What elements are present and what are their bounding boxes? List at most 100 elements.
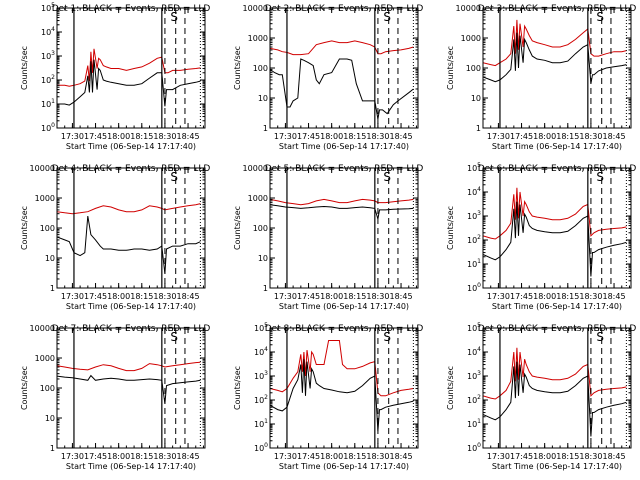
x-tick-label: 17:30 [274, 452, 297, 461]
series-line-2 [270, 204, 414, 220]
x-tick-label: 18:15 [556, 292, 579, 301]
series-line-1 [57, 48, 201, 87]
chart-panel-3: 1 10 100 1000 10000 17:30 17:45 18:00 18:15 18:30… [446, 4, 636, 151]
chart-panel-2: 1 10 100 1000 10000 17:30 17:45 18:00 18:15 18:30… [233, 4, 423, 151]
y-axis-label: Counts/sec [20, 206, 29, 250]
x-tick-label: 18:45 [390, 452, 413, 461]
series-line-1 [483, 187, 627, 240]
y-tick-label: 10 [258, 94, 268, 103]
y-tick-label: 100 [467, 442, 481, 453]
y-tick-label: 104 [254, 346, 268, 357]
x-tick-label: 17:45 [297, 452, 320, 461]
y-tick-label: 1 [50, 444, 55, 453]
y-tick-label: 103 [467, 370, 481, 381]
y-tick-label: 100 [467, 282, 481, 293]
y-tick-label: 105 [467, 162, 481, 173]
x-axis-label: Start Time (06-Sep-14 17:17:40) [279, 462, 409, 471]
series-line-2 [57, 216, 201, 274]
x-axis-label: Start Time (06-Sep-14 17:17:40) [66, 462, 196, 471]
x-tick-label: 17:45 [297, 132, 320, 141]
x-tick-label: 18:30 [153, 292, 176, 301]
x-axis-label: Start Time (06-Sep-14 17:17:40) [492, 142, 622, 151]
x-tick-label: 18:30 [366, 292, 389, 301]
chart-title: Det 5: BLACK = Events, RED = LLD [265, 164, 424, 174]
marker-label: S [170, 10, 178, 24]
y-axis-label: Counts/sec [233, 366, 242, 410]
y-tick-label: 100 [41, 122, 55, 133]
x-tick-label: 17:30 [487, 452, 510, 461]
plot-frame [269, 327, 419, 449]
y-tick-label: 102 [254, 394, 268, 405]
chart-title: Det 4: BLACK = Events, RED = LLD [52, 164, 211, 174]
x-axis-label: Start Time (06-Sep-14 17:17:40) [66, 302, 196, 311]
x-tick-label: 17:45 [84, 452, 107, 461]
y-tick-label: 100 [466, 64, 481, 73]
x-tick-label: 17:45 [297, 292, 320, 301]
chart-title: Det 1: BLACK = Events, RED = LLD [52, 4, 211, 14]
x-tick-label: 18:00 [107, 132, 130, 141]
y-tick-label: 10000 [243, 4, 268, 13]
x-tick-label: 17:45 [84, 292, 107, 301]
chart-title: Det 6: BLACK = Events, RED = LLD [478, 164, 637, 174]
y-tick-label: 100 [254, 442, 268, 453]
chart-title: Det 7: BLACK = Events, RED = LLD [52, 324, 211, 334]
chart-title: Det 2: BLACK = Events, RED = LLD [265, 4, 424, 14]
plot-frame [56, 167, 206, 289]
y-tick-label: 10 [471, 94, 481, 103]
y-tick-label: 101 [467, 258, 481, 269]
plot-frame [482, 327, 632, 449]
y-tick-label: 100 [253, 224, 268, 233]
series-line-1 [57, 361, 201, 372]
y-tick-label: 1000 [35, 194, 55, 203]
marker-label: S [170, 330, 178, 344]
y-tick-label: 10000 [30, 324, 55, 333]
x-tick-label: 18:30 [579, 292, 602, 301]
series-line-2 [57, 374, 201, 404]
x-tick-label: 18:45 [177, 132, 200, 141]
x-tick-label: 17:30 [61, 452, 84, 461]
x-axis-label: Start Time (06-Sep-14 17:17:40) [492, 462, 622, 471]
x-tick-label: 18:30 [579, 132, 602, 141]
y-tick-label: 1000 [461, 34, 481, 43]
plot-frame [56, 7, 206, 129]
x-axis-label: Start Time (06-Sep-14 17:17:40) [492, 302, 622, 311]
y-tick-label: 1 [476, 124, 481, 133]
y-tick-label: 105 [41, 2, 55, 13]
y-tick-label: 105 [467, 322, 481, 333]
marker-label: S [596, 170, 604, 184]
x-tick-label: 17:45 [510, 452, 533, 461]
x-tick-label: 18:45 [603, 132, 626, 141]
y-tick-label: 10000 [30, 164, 55, 173]
y-tick-label: 101 [41, 98, 55, 109]
x-tick-label: 18:00 [107, 292, 130, 301]
series-line-1 [483, 347, 627, 400]
x-tick-label: 18:15 [130, 132, 153, 141]
y-tick-label: 1 [50, 284, 55, 293]
series-line-1 [270, 40, 414, 56]
x-tick-label: 17:30 [61, 292, 84, 301]
x-tick-label: 18:00 [533, 452, 556, 461]
y-tick-label: 10000 [243, 164, 268, 173]
y-tick-label: 104 [467, 186, 481, 197]
y-axis-label: Counts/sec [233, 46, 242, 90]
plot-frame [56, 327, 206, 449]
y-axis-label: Counts/sec [20, 366, 29, 410]
y-tick-label: 101 [254, 418, 268, 429]
plot-frame [482, 167, 632, 289]
x-tick-label: 18:00 [533, 132, 556, 141]
series-line-2 [483, 201, 627, 277]
y-tick-label: 100 [40, 384, 55, 393]
chart-panel-7: 1 10 100 1000 10000 17:30 17:45 18:00 18:15 18:30… [20, 324, 210, 471]
series-line-1 [270, 198, 414, 206]
x-tick-label: 18:45 [177, 452, 200, 461]
y-tick-label: 102 [467, 234, 481, 245]
x-tick-label: 18:15 [556, 132, 579, 141]
series-line-2 [483, 32, 627, 84]
y-axis-label: Counts/sec [233, 206, 242, 250]
series-line-2 [270, 359, 414, 432]
plot-frame [269, 7, 419, 129]
plot-frame [269, 167, 419, 289]
